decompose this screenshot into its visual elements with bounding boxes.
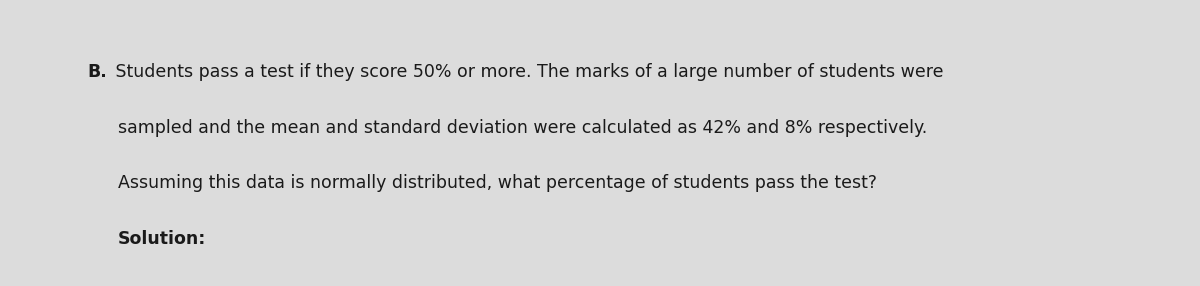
Text: Students pass a test if they score 50% or more. The marks of a large number of s: Students pass a test if they score 50% o… (110, 63, 944, 81)
Text: Solution:: Solution: (118, 230, 206, 248)
Text: Assuming this data is normally distributed, what percentage of students pass the: Assuming this data is normally distribut… (118, 174, 876, 192)
Text: B.: B. (88, 63, 107, 81)
Text: sampled and the mean and standard deviation were calculated as 42% and 8% respec: sampled and the mean and standard deviat… (118, 119, 926, 137)
